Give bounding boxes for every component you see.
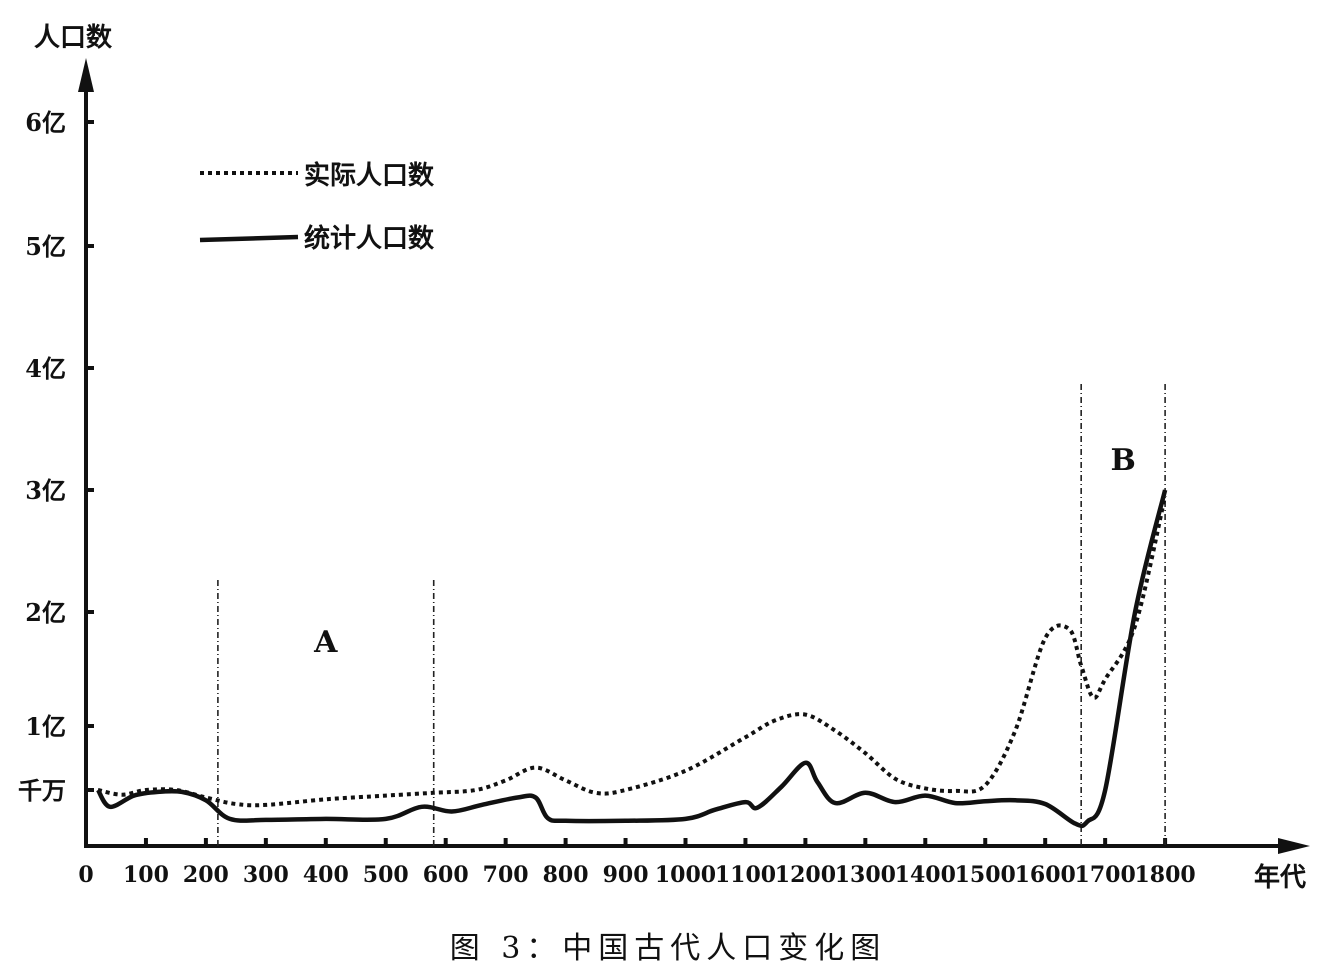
series-lines — [96, 489, 1168, 829]
region-label-a: A — [313, 625, 338, 660]
figure-caption: 图 3：中国古代人口变化图 — [450, 931, 887, 966]
x-axis-arrow-icon — [1278, 838, 1310, 854]
x-ticks: 0 100 200 300 400 500 600 700 800 900 100011001200… — [78, 838, 1196, 888]
region-labels: AB — [313, 443, 1136, 660]
x-tick-label: 100 — [123, 862, 169, 888]
y-tick-label: 6亿 — [25, 108, 66, 137]
x-tick-label: 400 — [303, 862, 349, 888]
x-tick-label: 800 — [543, 862, 589, 888]
x-tick-label: 500 — [363, 862, 409, 888]
x-axis-title: 年代 — [1254, 862, 1306, 893]
x-tick-label: 600 — [423, 862, 469, 888]
y-tick-label: 4亿 — [25, 354, 66, 383]
y-tick-label: 2亿 — [25, 598, 66, 627]
y-tick-label: 千万 — [18, 776, 66, 805]
x-tick-label: 1300 — [835, 862, 896, 888]
x-tick-label: 1000 — [655, 862, 716, 888]
x-tick-label: 1100 — [715, 862, 776, 888]
x-tick-label: 1700 — [1075, 862, 1136, 888]
legend-label-actual: 实际人口数 — [304, 160, 435, 191]
x-tick-label: 900 — [603, 862, 649, 888]
region-dividers — [217, 384, 1166, 846]
legend-label-stat: 统计人口数 — [304, 223, 435, 254]
y-tick-label: 1亿 — [25, 712, 66, 741]
series-statistical-population-line — [96, 489, 1168, 829]
region-label-b: B — [1110, 443, 1135, 478]
y-ticks: 千万 1亿 2亿 3亿 4亿 5亿 6亿 — [18, 108, 94, 805]
series-actual-population-line — [97, 495, 1168, 808]
y-axis-arrow-icon — [78, 58, 94, 92]
y-tick-label: 5亿 — [25, 232, 66, 261]
x-tick-label: 700 — [483, 862, 529, 888]
legend-swatch-stat — [199, 234, 299, 243]
y-axis-title: 人口数 — [34, 23, 113, 53]
x-tick-label: 200 — [183, 862, 229, 888]
x-tick-label: 300 — [243, 862, 289, 888]
y-tick-label: 3亿 — [25, 476, 66, 505]
x-tick-label: 1600 — [1015, 862, 1076, 888]
x-tick-label: 1400 — [895, 862, 956, 888]
x-tick-label: 1200 — [775, 862, 836, 888]
x-tick-label: 0 — [78, 862, 93, 888]
legend: 实际人口数 统计人口数 — [199, 160, 435, 254]
x-tick-label: 1500 — [955, 862, 1016, 888]
x-tick-label: 1800 — [1134, 862, 1195, 888]
